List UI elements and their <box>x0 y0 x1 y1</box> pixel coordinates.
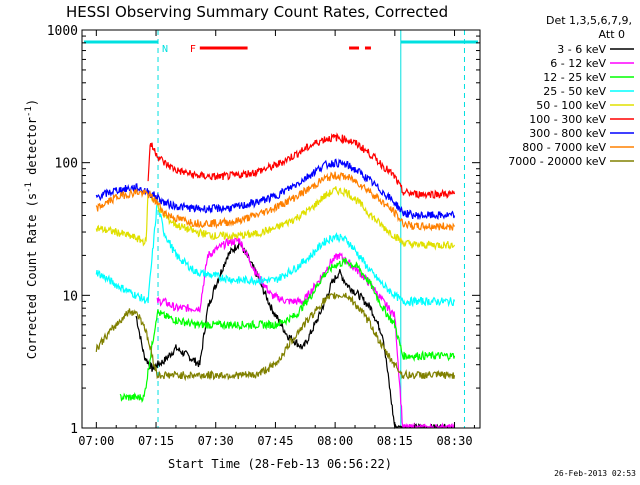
y-axis-label: Corrected Count Rate (s-1 detector-1) <box>24 99 39 359</box>
x-tick-label-4: 08:00 <box>317 434 353 448</box>
x-tick-label-2: 07:30 <box>198 434 234 448</box>
chart-title: HESSI Observing Summary Count Rates, Cor… <box>66 3 448 21</box>
series-line-6 <box>95 158 456 221</box>
legend-label-2: 12 - 25 keV <box>543 71 606 84</box>
x-tick-label-3: 07:45 <box>257 434 293 448</box>
series-line-1 <box>156 237 456 429</box>
series-line-7 <box>95 171 455 232</box>
y-tick-label-3: 1000 <box>47 24 78 39</box>
footer-date: 26-Feb-2013 02:53 <box>554 469 636 478</box>
legend-label-5: 100 - 300 keV <box>529 113 606 126</box>
series-line-0 <box>135 240 455 430</box>
legend-label-4: 50 - 100 keV <box>536 99 606 112</box>
legend-label-6: 300 - 800 keV <box>529 127 606 140</box>
axes: 07:00 07:15 07:30 07:45 08:00 08:15 08:30 1 10 10… <box>47 24 480 448</box>
y-tick-label-1: 10 <box>62 289 78 304</box>
legend-label-8: 7000 - 20000 keV <box>508 155 606 168</box>
series-line-3 <box>95 202 456 308</box>
annotation-f: F <box>190 44 196 55</box>
y-tick-label-0: 1 <box>70 422 78 437</box>
plot-frame <box>81 29 481 429</box>
annotation-n: N <box>162 44 168 55</box>
legend-label-1: 6 - 12 keV <box>550 57 606 70</box>
x-tick-label-1: 07:15 <box>138 434 174 448</box>
series-line-2 <box>119 257 456 403</box>
x-tick-label-6: 08:30 <box>436 434 472 448</box>
legend-label-0: 3 - 6 keV <box>557 43 606 56</box>
x-axis-label: Start Time (28-Feb-13 06:56:22) <box>168 457 392 471</box>
x-tick-label-0: 07:00 <box>78 434 114 448</box>
legend-label-7: 800 - 7000 keV <box>522 141 606 154</box>
legend-header-line-2: Att 0 <box>599 28 625 41</box>
x-tick-label-5: 08:15 <box>377 434 413 448</box>
y-tick-label-2: 100 <box>55 157 78 172</box>
legend-label-3: 25 - 50 keV <box>543 85 606 98</box>
series-line-8 <box>95 292 456 382</box>
legend-header-line-1: Det 1,3,5,6,7,9, <box>546 14 632 27</box>
series-line-5 <box>147 132 456 200</box>
